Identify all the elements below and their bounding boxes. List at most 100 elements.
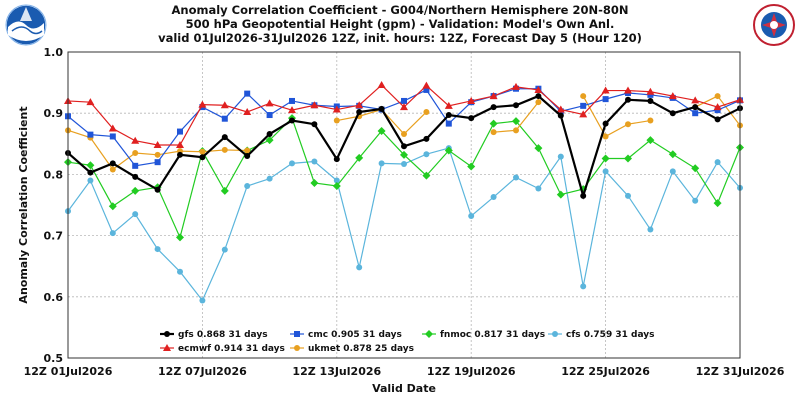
legend-entry-fnmoc: fnmoc 0.817 31 days (422, 330, 545, 340)
data-point-cmc (109, 133, 116, 140)
data-point-gfs (244, 153, 251, 160)
data-point-fnmoc (512, 117, 520, 126)
data-point-ecmwf (310, 101, 319, 109)
data-point-fnmoc (691, 164, 700, 173)
data-point-cfs (625, 192, 631, 199)
data-point-cmc (266, 112, 273, 119)
data-point-cfs (669, 168, 676, 175)
y-tick-label: 1.0 (44, 46, 64, 59)
x-tick-label: 12Z 13Jul2026 (292, 365, 381, 378)
data-point-cfs (378, 160, 385, 167)
data-point-gfs (714, 116, 721, 123)
data-point-ukmet (333, 117, 340, 124)
data-point-gfs (199, 154, 206, 161)
data-point-ecmwf (377, 81, 386, 89)
data-point-fnmoc (332, 182, 341, 191)
data-point-fnmoc (108, 202, 117, 211)
data-point-gfs (289, 117, 295, 124)
data-point-ukmet (154, 151, 161, 158)
data-point-fnmoc (713, 199, 722, 208)
data-point-ecmwf (288, 106, 296, 114)
data-point-fnmoc (422, 171, 431, 180)
data-point-ecmwf (176, 141, 184, 149)
grid (67, 51, 741, 359)
data-point-ecmwf (601, 86, 610, 94)
legend-swatch-marker (552, 331, 558, 337)
data-point-fnmoc (444, 146, 453, 155)
data-point-ukmet (535, 99, 542, 106)
data-point-ukmet (647, 117, 654, 124)
plot-frame (67, 51, 741, 359)
data-point-cfs (221, 246, 228, 253)
data-point-gfs (445, 112, 452, 119)
legend-swatch-marker (163, 344, 171, 351)
y-tick-label: 0.6 (44, 291, 64, 304)
data-point-ecmwf (131, 136, 140, 144)
data-point-ecmwf (243, 107, 252, 115)
data-point-cmc (647, 91, 654, 98)
data-point-gfs (177, 151, 183, 158)
data-point-fnmoc (355, 153, 364, 162)
data-point-ecmwf (153, 141, 162, 149)
legend-entry-ecmwf: ecmwf 0.914 31 days (160, 344, 285, 354)
data-point-cmc (132, 162, 139, 169)
data-point-ukmet (714, 93, 721, 100)
x-axis-label: Valid Date (372, 382, 436, 395)
data-point-ecmwf (691, 96, 700, 104)
data-point-gfs (378, 105, 385, 112)
data-point-ecmwf (668, 92, 677, 100)
y-axis-label: Anomaly Correlation Coefficient (17, 106, 30, 303)
legend-swatch-marker (294, 331, 300, 337)
data-point-cfs (356, 264, 363, 271)
data-point-cmc (221, 115, 228, 122)
data-point-fnmoc (489, 119, 498, 128)
data-point-gfs (423, 135, 430, 142)
data-point-fnmoc (265, 136, 274, 145)
data-point-cfs (423, 151, 430, 158)
legend-entry-gfs: gfs 0.868 31 days (160, 330, 268, 340)
legend-swatch-marker (294, 345, 300, 351)
data-point-cmc (87, 131, 94, 138)
data-point-cfs (513, 174, 519, 181)
x-tick-label: 12Z 01Jul2026 (24, 365, 113, 378)
data-point-fnmoc (556, 190, 565, 199)
data-point-gfs (557, 112, 564, 119)
series-line-ukmet (582, 95, 651, 138)
data-point-ukmet (109, 166, 116, 173)
data-point-fnmoc (310, 178, 319, 187)
data-point-ecmwf (422, 81, 431, 89)
data-point-ukmet (513, 127, 519, 134)
data-point-ukmet (401, 131, 407, 138)
chart-subtitle-2: valid 01Jul2026-31Jul2026 12Z, init. hou… (158, 31, 642, 45)
data-point-cmc (580, 102, 587, 109)
legend-label: ukmet 0.878 25 days (308, 344, 414, 354)
data-point-gfs (132, 173, 139, 180)
y-tick-label: 0.9 (44, 107, 64, 120)
data-point-cfs (199, 297, 206, 304)
x-tick-label: 12Z 19Jul2026 (427, 365, 516, 378)
data-point-ecmwf (467, 96, 476, 104)
data-point-cfs (109, 230, 116, 237)
data-point-fnmoc (668, 150, 677, 159)
data-point-ecmwf (220, 101, 229, 109)
data-point-ecmwf (265, 99, 274, 107)
data-point-gfs (535, 93, 542, 100)
data-point-gfs (580, 192, 587, 199)
data-point-cfs (468, 213, 475, 220)
data-point-ecmwf (624, 86, 632, 94)
series-ecmwf (64, 81, 744, 149)
y-tick-label: 0.5 (44, 352, 64, 365)
data-point-cmc (289, 97, 295, 104)
data-point-ecmwf (198, 100, 207, 108)
data-point-cfs (154, 246, 161, 253)
data-point-cmc (714, 107, 721, 114)
x-tick-label: 12Z 31Jul2026 (696, 365, 785, 378)
series-gfs (65, 93, 743, 200)
data-point-gfs (401, 143, 407, 150)
data-point-fnmoc (624, 154, 632, 163)
data-point-cfs (401, 160, 407, 167)
data-point-ukmet (199, 148, 206, 155)
x-tick-label: 12Z 25Jul2026 (561, 365, 650, 378)
data-point-fnmoc (534, 144, 543, 153)
data-point-gfs (625, 96, 631, 103)
